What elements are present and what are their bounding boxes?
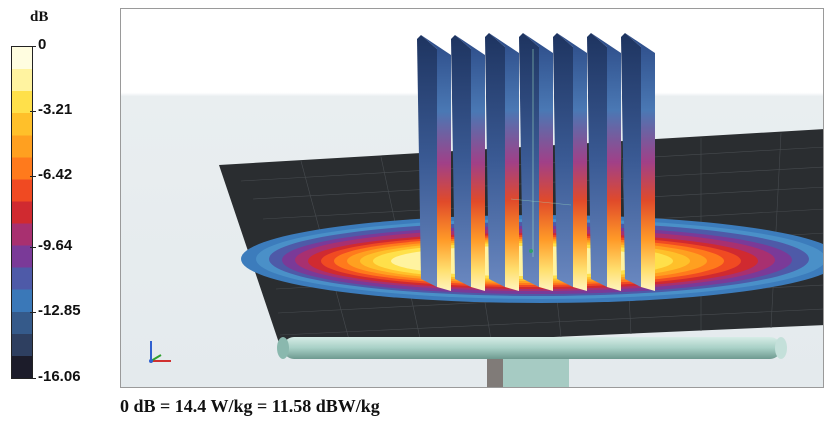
fin <box>587 33 621 291</box>
fin <box>417 35 451 291</box>
fin <box>519 33 553 291</box>
legend-tick-mark <box>30 176 36 177</box>
fin <box>451 35 485 291</box>
axis-triad-icon <box>149 341 171 363</box>
3d-viewport[interactable] <box>120 8 824 388</box>
normalization-caption: 0 dB = 14.4 W/kg = 11.58 dBW/kg <box>120 396 380 416</box>
heatsink-fins <box>417 33 655 291</box>
fin <box>485 33 519 291</box>
legend-tick-label: -12.85 <box>38 302 81 319</box>
legend-tick-label: 0 <box>38 36 47 53</box>
legend-unit-label: dB <box>30 9 49 25</box>
legend-tick-label: -6.42 <box>38 166 73 183</box>
legend-tick-mark <box>30 378 36 379</box>
mounting-rod <box>277 337 787 387</box>
legend-tick-mark <box>30 247 36 248</box>
legend-tick-label: -16.06 <box>38 368 81 385</box>
legend-tick-label: -9.64 <box>38 237 73 254</box>
legend-tick-mark <box>30 312 36 313</box>
fin <box>553 33 587 291</box>
fin <box>621 33 655 291</box>
legend-tick-mark <box>30 111 36 112</box>
legend-tick-label: -3.21 <box>38 101 73 118</box>
legend-tick-mark <box>30 46 36 47</box>
colorbar-gradient <box>11 46 33 379</box>
